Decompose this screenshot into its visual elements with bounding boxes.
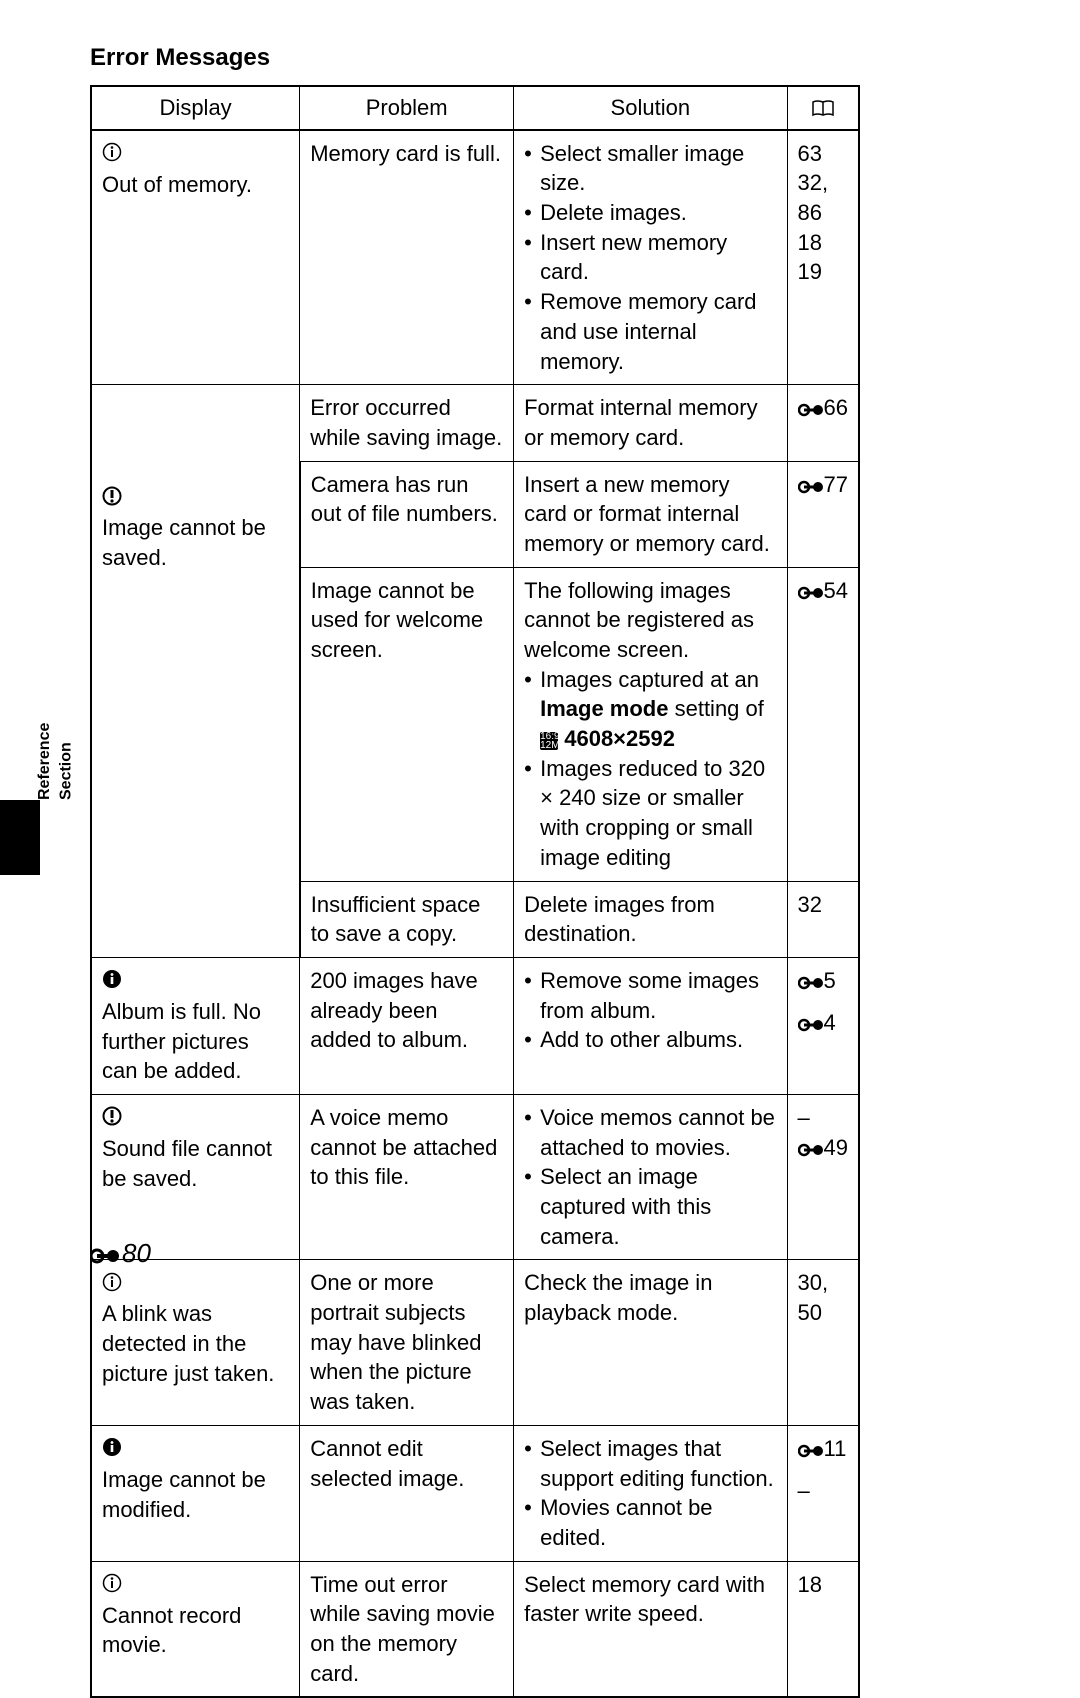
solution-cell: Insert a new memory card or format inter… xyxy=(514,461,787,567)
ref-icon xyxy=(798,1135,824,1160)
info-icon xyxy=(102,1571,122,1601)
solution-item: Select an image captured with this camer… xyxy=(524,1162,776,1251)
solution-cell: Select memory card with faster write spe… xyxy=(514,1561,787,1697)
solution-item: Delete images. xyxy=(524,198,776,228)
solution-item: Select images that support editing funct… xyxy=(524,1434,776,1493)
image-mode-icon: 16:912M xyxy=(540,732,558,750)
solution-item: Images reduced to 320 × 240 size or smal… xyxy=(524,754,776,873)
solution-cell: Select smaller image size. Delete images… xyxy=(514,130,787,385)
problem-cell: 200 images have already been added to al… xyxy=(300,957,514,1094)
table-row: A blink was detected in the picture just… xyxy=(91,1260,859,1425)
error-messages-table: Display Problem Solution Out of memory. … xyxy=(90,85,860,1698)
page-number: 80 xyxy=(90,1236,151,1271)
solution-item: Add to other albums. xyxy=(524,1025,776,1055)
solution-cell: Check the image in playback mode. xyxy=(514,1260,787,1425)
problem-cell: One or more portrait subjects may have b… xyxy=(300,1260,514,1425)
problem-cell: Memory card is full. xyxy=(300,130,514,385)
ref-cell: 30, 50 xyxy=(787,1260,859,1425)
display-cell: Album is full. No further pictures can b… xyxy=(91,957,300,1094)
ref-cell: – 49 xyxy=(787,1094,859,1259)
problem-cell: Insufficient space to save a copy. xyxy=(300,881,514,957)
table-row: Sound file cannot be saved. A voice memo… xyxy=(91,1094,859,1259)
ref-icon xyxy=(798,472,824,497)
solution-cell: Remove some images from album. Add to ot… xyxy=(514,957,787,1094)
display-cell: A blink was detected in the picture just… xyxy=(91,1260,300,1425)
display-cell: Image cannot be saved. xyxy=(91,385,300,958)
solution-item: Voice memos cannot be attached to movies… xyxy=(524,1103,776,1162)
solution-item: Movies cannot be edited. xyxy=(524,1493,776,1552)
display-text: Cannot record movie. xyxy=(102,1603,241,1658)
ref-icon xyxy=(90,1236,120,1271)
problem-cell: Cannot edit selected image. xyxy=(300,1425,514,1561)
col-problem: Problem xyxy=(300,86,514,130)
solution-item: Select smaller image size. xyxy=(524,139,776,198)
display-text: Image cannot be modified. xyxy=(102,1467,266,1522)
solution-cell: Format internal memory or memory card. xyxy=(514,385,787,461)
problem-cell: Camera has run out of file numbers. xyxy=(300,461,514,567)
ref-icon xyxy=(798,1010,824,1035)
col-solution: Solution xyxy=(514,86,787,130)
info-icon xyxy=(102,140,122,170)
warn-icon xyxy=(102,1104,122,1134)
display-text: Out of memory. xyxy=(102,172,252,197)
display-text: Sound file cannot be saved. xyxy=(102,1136,272,1191)
table-row: Out of memory. Memory card is full. Sele… xyxy=(91,130,859,385)
table-row: Album is full. No further pictures can b… xyxy=(91,957,859,1094)
display-text: Image cannot be saved. xyxy=(102,515,266,570)
info-bold-icon xyxy=(102,1435,122,1465)
solution-item: Insert new memory card. xyxy=(524,228,776,287)
table-row: Image cannot be saved. Error occurred wh… xyxy=(91,385,859,461)
page-title: Error Messages xyxy=(90,42,270,74)
col-reference xyxy=(787,86,859,130)
info-icon xyxy=(102,1270,122,1300)
ref-cell: 32 xyxy=(787,881,859,957)
ref-cell: 77 xyxy=(787,461,859,567)
side-tab-label: Reference Section xyxy=(34,665,56,800)
info-bold-icon xyxy=(102,967,122,997)
ref-cell: 66 xyxy=(787,385,859,461)
solution-cell: Select images that support editing funct… xyxy=(514,1425,787,1561)
solution-item: Remove memory card and use internal memo… xyxy=(524,287,776,376)
problem-cell: Time out error while saving movie on the… xyxy=(300,1561,514,1697)
ref-cell: 54 xyxy=(787,567,859,881)
ref-icon xyxy=(798,578,824,603)
table-header-row: Display Problem Solution xyxy=(91,86,859,130)
table-row: Image cannot be modified. Cannot edit se… xyxy=(91,1425,859,1561)
solution-cell: Delete images from destination. xyxy=(514,881,787,957)
problem-cell: Image cannot be used for welcome screen. xyxy=(300,567,514,881)
side-tab-mark xyxy=(0,800,40,875)
solution-item: Remove some images from album. xyxy=(524,966,776,1025)
ref-cell: 5 4 xyxy=(787,957,859,1094)
display-text: A blink was detected in the picture just… xyxy=(102,1301,274,1385)
ref-cell: 18 xyxy=(787,1561,859,1697)
problem-cell: A voice memo cannot be attached to this … xyxy=(300,1094,514,1259)
display-text: Album is full. No further pictures can b… xyxy=(102,999,261,1083)
book-icon xyxy=(811,95,835,120)
ref-icon xyxy=(798,395,824,420)
ref-icon xyxy=(798,1436,824,1461)
display-cell: Cannot record movie. xyxy=(91,1561,300,1697)
solution-item: Images captured at an Image mode setting… xyxy=(524,665,776,754)
display-cell: Image cannot be modified. xyxy=(91,1425,300,1561)
display-cell: Out of memory. xyxy=(91,130,300,385)
ref-cell: 11 – xyxy=(787,1425,859,1561)
solution-cell: Voice memos cannot be attached to movies… xyxy=(514,1094,787,1259)
ref-icon xyxy=(798,968,824,993)
ref-cell: 63 32, 86 18 19 xyxy=(787,130,859,385)
solution-cell: The following images cannot be registere… xyxy=(514,567,787,881)
table-row: Cannot record movie. Time out error whil… xyxy=(91,1561,859,1697)
warn-icon xyxy=(102,484,122,514)
col-display: Display xyxy=(91,86,300,130)
problem-cell: Error occurred while saving image. xyxy=(300,385,514,461)
